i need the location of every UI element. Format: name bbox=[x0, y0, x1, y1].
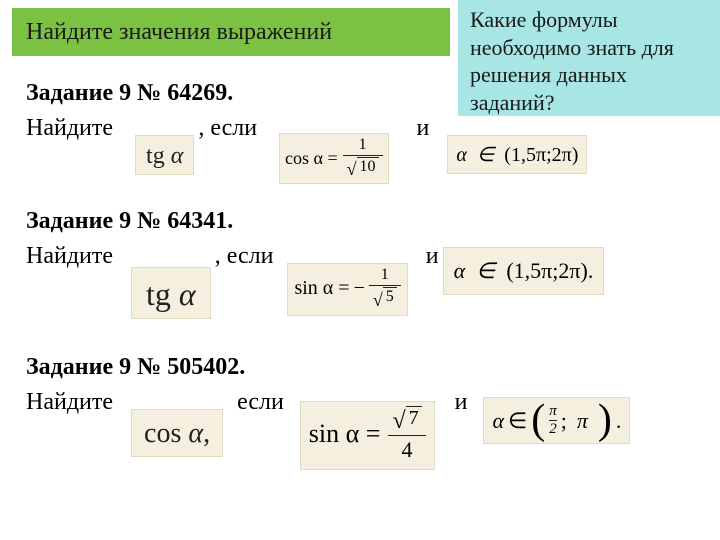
find-word: Найдите bbox=[26, 241, 113, 270]
task-block-2: Задание 9 № 64341. Найдите tg α , если s… bbox=[26, 208, 696, 293]
if-word: если bbox=[237, 387, 284, 416]
task-line: Найдите tg α , если sin α = − 1 √5 bbox=[26, 241, 696, 293]
and-word: и bbox=[455, 387, 468, 416]
task-line: Найдите tg α , если cos α = 1 √10 и bbox=[26, 113, 696, 164]
task-line: Найдите cos α, если sin α = √7 4 и bbox=[26, 387, 696, 456]
math-tg-alpha: tg α bbox=[135, 135, 194, 175]
math-cos-eq: cos α = 1 √10 bbox=[279, 133, 388, 184]
math-range: α ∈ (1,5π;2π) bbox=[447, 135, 587, 174]
task-title: Задание 9 № 505402. bbox=[26, 354, 696, 381]
task-block-1: Задание 9 № 64269. Найдите tg α , если c… bbox=[26, 80, 696, 164]
task-title: Задание 9 № 64269. bbox=[26, 80, 696, 107]
if-word: , если bbox=[198, 113, 257, 142]
math-sin-eq: sin α = − 1 √5 bbox=[287, 263, 407, 315]
find-word: Найдите bbox=[26, 113, 113, 142]
math-range: α ∈ (1,5π;2π). bbox=[443, 247, 605, 295]
if-word: , если bbox=[215, 241, 274, 270]
task-title: Задание 9 № 64341. bbox=[26, 208, 696, 235]
math-tg-alpha: tg α bbox=[131, 267, 211, 319]
find-word: Найдите bbox=[26, 387, 113, 416]
math-cos-alpha: cos α, bbox=[131, 409, 223, 457]
and-word: и bbox=[417, 113, 430, 142]
title-banner: Найдите значения выражений bbox=[12, 8, 450, 56]
content-area: Задание 9 № 64269. Найдите tg α , если c… bbox=[26, 80, 696, 464]
task-block-3: Задание 9 № 505402. Найдите cos α, если … bbox=[26, 354, 696, 456]
title-text: Найдите значения выражений bbox=[26, 19, 332, 46]
and-word: и bbox=[426, 241, 439, 270]
math-sin-eq: sin α = √7 4 bbox=[300, 401, 435, 470]
math-range: α ∈ ( π 2 ; π ) . bbox=[483, 397, 630, 445]
